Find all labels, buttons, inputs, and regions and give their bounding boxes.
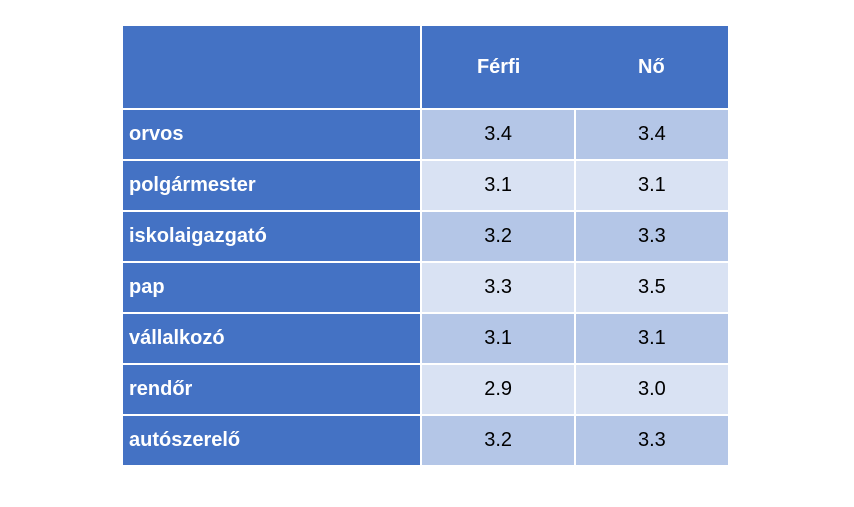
- no-value: 3.3: [573, 210, 728, 263]
- no-value: 3.4: [573, 108, 728, 161]
- no-value: 3.1: [573, 312, 728, 365]
- ferfi-value: 3.3: [420, 261, 576, 314]
- ferfi-value: 3.1: [420, 159, 576, 212]
- header-corner-cell: [123, 26, 423, 110]
- table-row: iskolaigazgató 3.2 3.3: [123, 210, 728, 263]
- no-value: 3.1: [573, 159, 728, 212]
- table-row: orvos 3.4 3.4: [123, 108, 728, 161]
- ferfi-value: 3.4: [420, 108, 576, 161]
- ferfi-value: 3.2: [420, 414, 576, 465]
- ferfi-value: 3.2: [420, 210, 576, 263]
- ferfi-value: 3.1: [420, 312, 576, 365]
- row-label: orvos: [123, 108, 423, 161]
- table-row: autószerelő 3.2 3.3: [123, 414, 728, 465]
- row-label: autószerelő: [123, 414, 423, 465]
- row-label: pap: [123, 261, 423, 314]
- table-row: rendőr 2.9 3.0: [123, 363, 728, 416]
- ferfi-value: 2.9: [420, 363, 576, 416]
- table-row: polgármester 3.1 3.1: [123, 159, 728, 212]
- row-label: rendőr: [123, 363, 423, 416]
- table-row: vállalkozó 3.1 3.1: [123, 312, 728, 365]
- table-row: pap 3.3 3.5: [123, 261, 728, 314]
- header-no: Nő: [574, 26, 728, 110]
- no-value: 3.5: [573, 261, 728, 314]
- row-label: polgármester: [123, 159, 423, 212]
- no-value: 3.0: [573, 363, 728, 416]
- row-label: vállalkozó: [123, 312, 423, 365]
- header-ferfi: Férfi: [421, 26, 575, 110]
- row-label: iskolaigazgató: [123, 210, 423, 263]
- no-value: 3.3: [573, 414, 728, 465]
- header-row: Férfi Nő: [123, 26, 728, 110]
- occupation-rating-table: Férfi Nő orvos 3.4 3.4 polgármester 3.1 …: [123, 26, 728, 465]
